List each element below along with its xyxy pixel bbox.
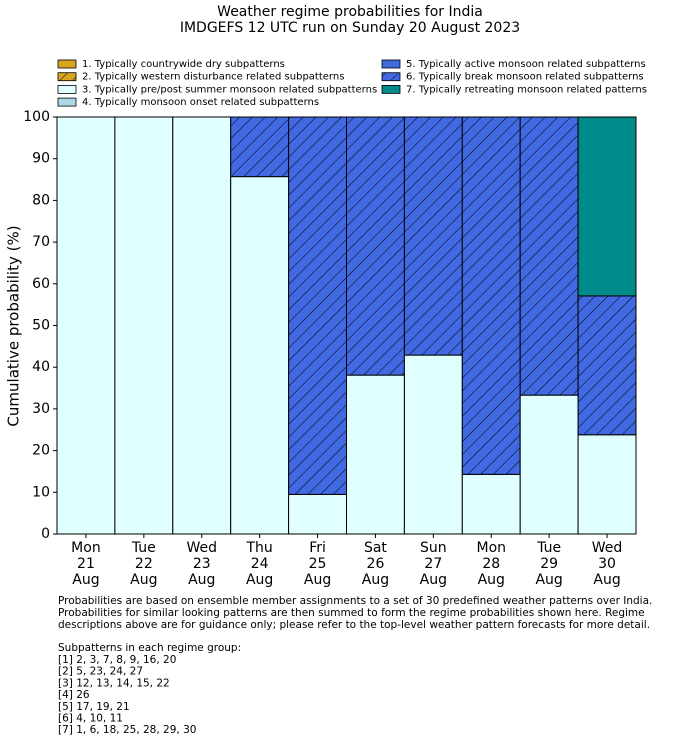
legend-label: 1. Typically countrywide dry subpatterns [82,59,285,70]
y-tick-label: 80 [32,192,50,208]
legend-hatch [58,72,76,81]
bar-segment [403,354,463,535]
bar-hatch [404,117,463,356]
bar-segment [346,374,405,535]
subpattern-line: [3] 12, 13, 14, 15, 22 [58,677,170,689]
bar-hatch [230,117,289,177]
bar-hatch [578,295,636,435]
legend-label: 4. Typically monsoon onset related subpa… [82,97,319,108]
y-tick-label: 40 [32,359,50,375]
legend-hatch [382,72,400,81]
bar-segment [172,116,232,535]
bar-hatch [520,117,579,396]
footnote: Probabilities for similar looking patter… [58,607,645,619]
bar-segment [114,116,174,535]
legend-label: 2. Typically western disturbance related… [82,72,344,83]
y-tick-label: 60 [32,276,50,292]
x-tick-label: Tue 22 Aug [130,540,157,588]
y-tick-label: 100 [23,109,50,125]
x-tick-label: Wed 23 Aug [186,540,217,588]
subpattern-line: [7] 1, 6, 18, 25, 28, 29, 30 [58,724,196,736]
subpattern-line: [5] 17, 19, 21 [58,701,130,713]
bar-hatch [288,117,347,495]
bar-segment [519,394,579,535]
legend-label: 6. Typically break monsoon related subpa… [406,72,644,83]
x-tick-label: Mon 21 Aug [71,540,101,588]
legend-label: 7. Typically retreating monsoon related … [406,84,647,95]
x-tick-label: Sat 26 Aug [362,540,389,588]
legend-label: 3. Typically pre/post summer monsoon rel… [82,84,377,95]
y-tick-label: 0 [41,526,50,542]
legend-swatch [381,59,401,69]
bar-segment [577,116,637,297]
x-tick-label: Thu 24 Aug [245,540,273,588]
subpattern-line: [1] 2, 3, 7, 8, 9, 16, 20 [58,654,176,666]
legend-swatch [57,85,77,94]
bar-segment [230,176,290,535]
footnote: Probabilities are based on ensemble memb… [58,595,652,607]
bar-segment [288,493,348,535]
chart-subtitle: IMDGEFS 12 UTC run on Sunday 20 August 2… [180,20,520,36]
y-tick-label: 30 [32,401,50,417]
x-tick-label: Fri 25 Aug [304,540,331,588]
legend-swatch [57,97,77,107]
legend-swatch [57,59,77,69]
bar-segment [577,434,637,535]
subpattern-line: [4] 26 [58,689,90,701]
subpattern-line: [6] 4, 10, 11 [58,713,123,725]
chart-title: Weather regime probabilities for India [217,4,483,20]
bar-hatch [346,117,405,376]
x-tick-label: Wed 30 Aug [592,540,623,588]
bar-segment [56,116,116,535]
y-tick-label: 20 [32,443,50,459]
bar-segment [461,473,521,535]
subpattern-line: [2] 5, 23, 24, 27 [58,666,143,678]
x-tick-label: Tue 29 Aug [535,540,562,588]
bar-hatch [462,117,521,475]
legend-swatch [381,85,401,94]
legend-label: 5. Typically active monsoon related subp… [406,59,646,70]
x-tick-label: Sun 27 Aug [420,540,447,588]
footnote: descriptions above are for guidance only… [58,619,650,631]
y-tick-label: 10 [32,484,50,500]
x-tick-label: Mon 28 Aug [476,540,506,588]
y-axis-label: Cumulative probability (%) [5,225,23,426]
y-tick-label: 70 [32,234,50,250]
y-tick-label: 90 [32,151,50,167]
subpatterns-title: Subpatterns in each regime group: [58,642,241,654]
y-tick-label: 50 [32,318,50,334]
